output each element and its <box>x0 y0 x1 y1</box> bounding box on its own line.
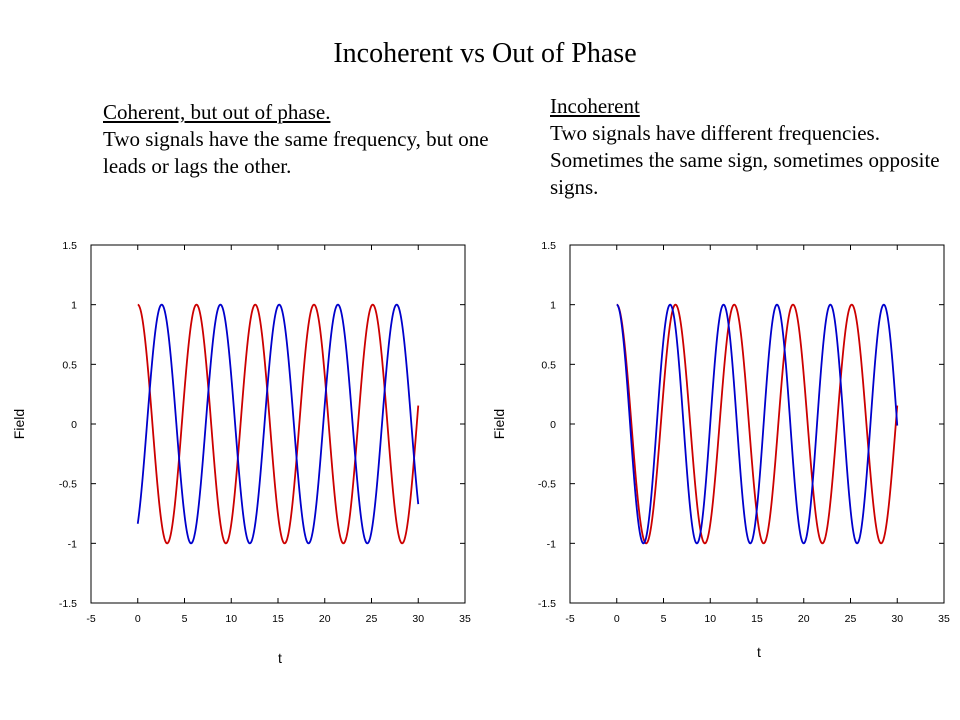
x-tick-label: 0 <box>135 613 141 625</box>
y-tick-label: -1 <box>68 538 77 550</box>
x-tick-label: 30 <box>412 613 424 625</box>
x-tick-label: 10 <box>225 613 237 625</box>
y-axis-title: Field <box>11 409 27 439</box>
y-tick-label: 0 <box>71 419 77 431</box>
y-tick-label: -1.5 <box>59 598 77 610</box>
y-tick-label: 0 <box>550 419 556 431</box>
right-caption: Incoherent Two signals have different fr… <box>550 93 950 201</box>
x-tick-label: 15 <box>751 613 763 625</box>
series-line-2 <box>136 303 420 545</box>
x-axis-title: t <box>757 644 761 660</box>
y-tick-label: 1.5 <box>541 240 556 252</box>
x-tick-label: 5 <box>661 613 667 625</box>
x-tick-label: -5 <box>565 613 574 625</box>
y-tick-label: 1 <box>550 300 556 312</box>
left-caption: Coherent, but out of phase. Two signals … <box>103 99 503 180</box>
y-tick-label: -1.5 <box>538 598 556 610</box>
x-tick-label: 5 <box>182 613 188 625</box>
x-tick-label: 25 <box>845 613 857 625</box>
series-line-1 <box>137 303 420 545</box>
x-tick-label: 15 <box>272 613 284 625</box>
y-axis-title: Field <box>491 409 507 439</box>
y-tick-label: -0.5 <box>59 479 77 491</box>
right-caption-text: Two signals have different frequencies. … <box>550 121 940 199</box>
x-tick-label: 25 <box>366 613 378 625</box>
y-tick-label: -1 <box>547 538 556 550</box>
x-tick-label: 0 <box>614 613 620 625</box>
x-tick-label: 20 <box>798 613 810 625</box>
y-tick-label: 0.5 <box>541 359 556 371</box>
chart-1: -5 0 5 10 15 20 25 30 35 -1.5 -1 -0.5 0 0.5 1 1.5 t Field <box>11 240 471 666</box>
x-tick-label: 10 <box>704 613 716 625</box>
plot-frame <box>569 244 945 604</box>
x-tick-label: 35 <box>459 613 471 625</box>
x-axis-title: t <box>278 650 282 666</box>
chart-2: -5 0 5 10 15 20 25 30 35 -1.5 -1 -0.5 0 0.5 1 1.5 t Field <box>491 240 950 660</box>
x-tick-label: 30 <box>891 613 903 625</box>
left-caption-text: Two signals have the same frequency, but… <box>103 127 489 178</box>
y-tick-label: 1.5 <box>62 240 77 252</box>
right-caption-heading: Incoherent <box>550 94 640 118</box>
x-tick-label: 35 <box>938 613 950 625</box>
series-line-2 <box>616 303 899 545</box>
slide-title: Incoherent vs Out of Phase <box>333 38 637 69</box>
y-tick-label: 1 <box>71 300 77 312</box>
left-caption-heading: Coherent, but out of phase. <box>103 100 331 124</box>
y-tick-label: 0.5 <box>62 359 77 371</box>
y-tick-label: -0.5 <box>538 479 556 491</box>
x-tick-label: -5 <box>86 613 95 625</box>
x-tick-label: 20 <box>319 613 331 625</box>
